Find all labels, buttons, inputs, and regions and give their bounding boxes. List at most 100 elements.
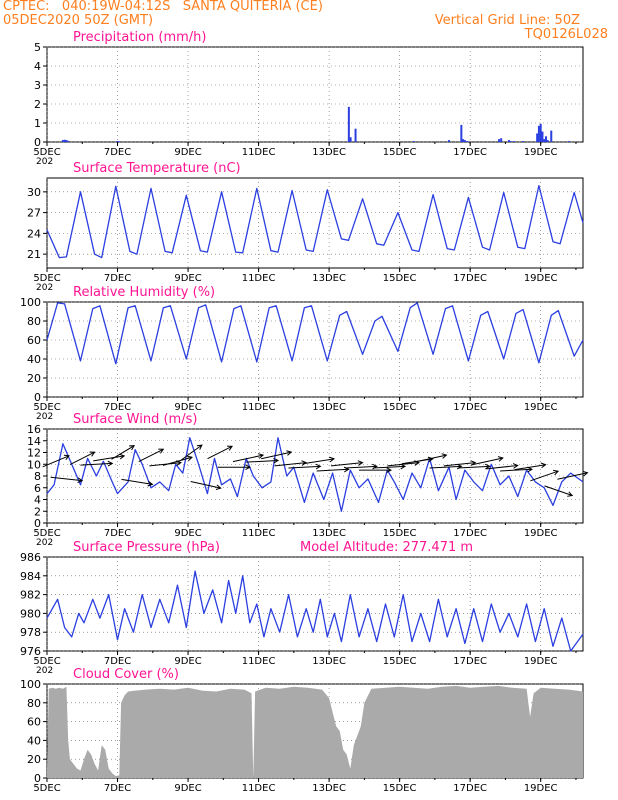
wind-arrow-head	[315, 463, 322, 470]
precip-bar	[463, 140, 466, 142]
temp-series-line	[46, 184, 584, 259]
pressure-xtick-label: 15DEC	[383, 656, 417, 667]
precip-title: Precipitation (mm/h)	[73, 30, 206, 45]
pressure-xtick-label: 5DEC	[33, 656, 60, 667]
rh-xtick-label: 5DEC	[33, 402, 60, 413]
wind-ytick-label: 0	[34, 517, 41, 530]
wind-arrow-head	[89, 451, 96, 457]
pressure-xtick-label: 17DEC	[453, 656, 487, 667]
rh-series-line	[46, 302, 584, 365]
temp-xtick-label: 9DEC	[174, 273, 201, 284]
temp-xtick-label: 13DEC	[312, 273, 346, 284]
cloud-title: Cloud Cover (%)	[73, 667, 179, 682]
wind-arrow-head	[357, 460, 364, 466]
rh-ytick-label: 80	[27, 315, 41, 328]
wind-arrow-shaft	[138, 448, 164, 463]
precip-year-fragment: 202	[36, 157, 53, 167]
header-grid-note: Vertical Grid Line: 50Z	[434, 13, 580, 28]
wind-ytick-label: 14	[27, 435, 41, 448]
precip-xtick-label: 7DEC	[104, 147, 131, 158]
wind-arrow-shaft	[416, 454, 447, 463]
temp-xtick-label: 11DEC	[242, 273, 276, 284]
pressure-annotation: Model Altitude: 277.471 m	[300, 540, 473, 555]
wind-arrow-head	[107, 460, 114, 467]
wind-arrow-shaft	[387, 462, 419, 467]
wind-arrow-head	[77, 477, 84, 483]
precip-ytick-label: 2	[34, 98, 41, 111]
cloud-xtick-label: 5DEC	[33, 783, 60, 794]
pressure-series-line	[46, 570, 584, 652]
wind-arrow-head	[286, 450, 293, 456]
wind-arrow-head	[258, 453, 265, 459]
precip-bar	[567, 141, 570, 142]
precip-bar	[546, 140, 549, 142]
cloud-ytick-label: 60	[27, 716, 41, 729]
precip-bar	[498, 139, 501, 142]
pressure-xtick-label: 19DEC	[524, 656, 558, 667]
precip-bar	[412, 141, 415, 142]
precip-xtick-label: 11DEC	[242, 147, 276, 158]
wind-arrow-head	[484, 463, 491, 470]
wind-arrow-shaft	[190, 481, 221, 489]
rh-xtick-label: 19DEC	[524, 402, 558, 413]
cloud-area	[47, 685, 583, 778]
precip-bar	[67, 140, 70, 142]
cloud-xtick-label: 19DEC	[524, 783, 558, 794]
wind-ytick-label: 8	[34, 470, 41, 483]
wind-xtick-label: 17DEC	[453, 528, 487, 539]
precip-bar	[500, 138, 503, 142]
wind-title: Surface Wind (m/s)	[73, 412, 197, 427]
wind-arrow-head	[329, 456, 336, 463]
wind-xtick-label: 9DEC	[174, 528, 201, 539]
precip-bar	[349, 137, 352, 142]
wind-arrow-shaft	[207, 445, 233, 460]
rh-ytick-label: 60	[27, 334, 41, 347]
precip-frame	[46, 46, 584, 143]
pressure-xtick-label: 7DEC	[104, 656, 131, 667]
precip-ytick-label: 5	[34, 41, 41, 54]
temp-xtick-label: 15DEC	[383, 273, 417, 284]
wind-arrow-shaft	[288, 465, 321, 469]
wind-arrow-head	[553, 469, 560, 476]
wind-arrow-shaft	[429, 465, 462, 469]
wind-arrow-head	[227, 445, 233, 451]
temp-ytick-label: 24	[27, 227, 41, 240]
wind-arrow-head	[215, 484, 222, 490]
pressure-xtick-label: 11DEC	[242, 656, 276, 667]
wind-arrow-head	[427, 456, 434, 463]
precip-ytick-label: 3	[34, 79, 41, 92]
rh-xtick-label: 17DEC	[453, 402, 487, 413]
pressure-ytick-label: 978	[20, 626, 41, 639]
wind-arrow-head	[196, 444, 203, 450]
rh-ytick-label: 100	[20, 296, 41, 309]
precip-bar	[543, 139, 546, 142]
precip-bar	[116, 141, 119, 142]
wind-arrow-shaft	[330, 462, 363, 467]
precip-bar	[537, 125, 540, 142]
temp-xtick-label: 19DEC	[524, 273, 558, 284]
wind-arrow-shaft	[302, 458, 335, 465]
rh-ytick-label: 0	[34, 391, 41, 404]
precip-bar	[61, 140, 64, 142]
wind-arrow-head	[63, 454, 70, 461]
wind-year-fragment: 202	[36, 538, 53, 548]
precip-ytick-label: 4	[34, 60, 41, 73]
wind-arrow-shaft	[274, 462, 307, 467]
wind-arrow-head	[400, 463, 407, 470]
cloud-xtick-label: 17DEC	[453, 783, 487, 794]
wind-xtick-label: 11DEC	[242, 528, 276, 539]
wind-arrow-shaft	[500, 468, 532, 472]
wind-arrow-shaft	[530, 470, 559, 482]
rh-xtick-label: 15DEC	[383, 402, 417, 413]
precip-bar	[347, 106, 350, 142]
wind-xtick-label: 19DEC	[524, 528, 558, 539]
wind-ytick-label: 2	[34, 505, 41, 518]
temp-ytick-label: 27	[27, 207, 41, 220]
wind-arrow-head	[470, 460, 477, 466]
header-run-time: 05DEC2020 50Z (GMT)	[3, 13, 154, 28]
pressure-ytick-label: 982	[20, 589, 41, 602]
precip-bar	[462, 139, 465, 142]
wind-arrow-shaft	[443, 462, 476, 467]
wind-arrow-head	[147, 480, 154, 487]
